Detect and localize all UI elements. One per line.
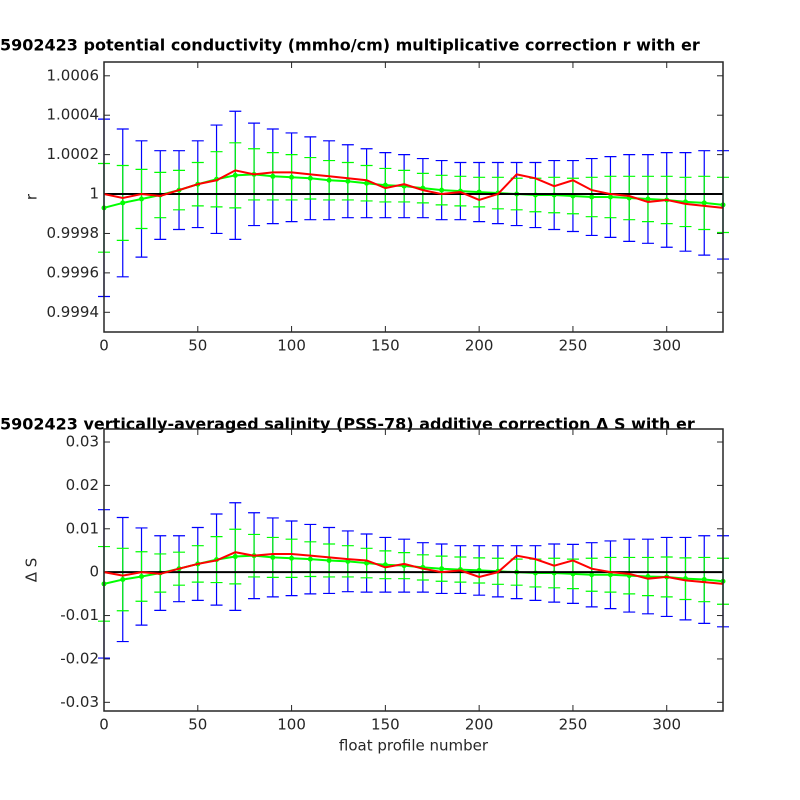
data-point [589, 194, 595, 200]
x-tick-label: 150 [371, 716, 400, 734]
data-point [382, 182, 388, 188]
data-point [701, 200, 707, 206]
data-point [307, 556, 313, 562]
x-tick-label: 100 [277, 337, 306, 355]
x-tick-label: 100 [277, 716, 306, 734]
data-point [607, 194, 613, 200]
data-line [103, 169, 724, 209]
x-tick-label: 300 [652, 716, 681, 734]
data-point [120, 577, 126, 583]
axes-frame [103, 61, 724, 333]
x-tick-label: 200 [465, 337, 494, 355]
data-point [364, 180, 370, 186]
y-axis-label: r [23, 193, 41, 200]
data-point [120, 200, 126, 206]
y-tick-label: 1 [89, 185, 99, 203]
data-point [289, 555, 295, 561]
y-tick-label: 0.02 [66, 476, 99, 494]
x-tick-label: 250 [559, 716, 588, 734]
y-tick-label: 1.0004 [47, 106, 100, 124]
y-tick-label: 1.0002 [47, 145, 100, 163]
y-tick-label: -0.03 [60, 693, 99, 711]
data-point [270, 173, 276, 179]
y-tick-label: 0.9994 [47, 303, 100, 321]
y-axis-label: Δ S [23, 558, 41, 583]
y-tick-label: -0.01 [60, 606, 99, 624]
x-tick-label: 50 [188, 337, 207, 355]
x-tick-label: 300 [652, 337, 681, 355]
data-point [307, 175, 313, 181]
x-tick-label: 0 [99, 337, 109, 355]
x-axis-label: float profile number [339, 737, 489, 755]
y-tick-label: -0.02 [60, 649, 99, 667]
y-tick-label: 1.0006 [47, 66, 100, 84]
data-point [701, 577, 707, 583]
data-line [103, 551, 724, 585]
data-point [326, 557, 332, 563]
data-point [345, 178, 351, 184]
x-tick-label: 250 [559, 337, 588, 355]
data-point [326, 177, 332, 183]
y-tick-label: 0.03 [66, 433, 99, 451]
data-point [232, 554, 238, 560]
data-point [645, 196, 651, 202]
x-tick-label: 50 [188, 716, 207, 734]
y-tick-label: 0.01 [66, 519, 99, 537]
data-point [589, 572, 595, 578]
x-tick-label: 150 [371, 337, 400, 355]
x-tick-label: 200 [465, 716, 494, 734]
data-point [289, 174, 295, 180]
axes-frame [103, 428, 724, 712]
y-tick-label: 0 [89, 563, 99, 581]
data-point [232, 172, 238, 178]
y-tick-label: 0.9998 [47, 224, 100, 242]
data-point [439, 187, 445, 193]
chart-title: 5902423 potential conductivity (mmho/cm)… [0, 36, 700, 55]
data-point [139, 196, 145, 202]
y-tick-label: 0.9996 [47, 263, 100, 281]
plot-area [104, 429, 723, 711]
data-point [439, 566, 445, 572]
data-point [270, 554, 276, 560]
data-point [139, 574, 145, 580]
x-tick-label: 0 [99, 716, 109, 734]
data-point [607, 572, 613, 578]
